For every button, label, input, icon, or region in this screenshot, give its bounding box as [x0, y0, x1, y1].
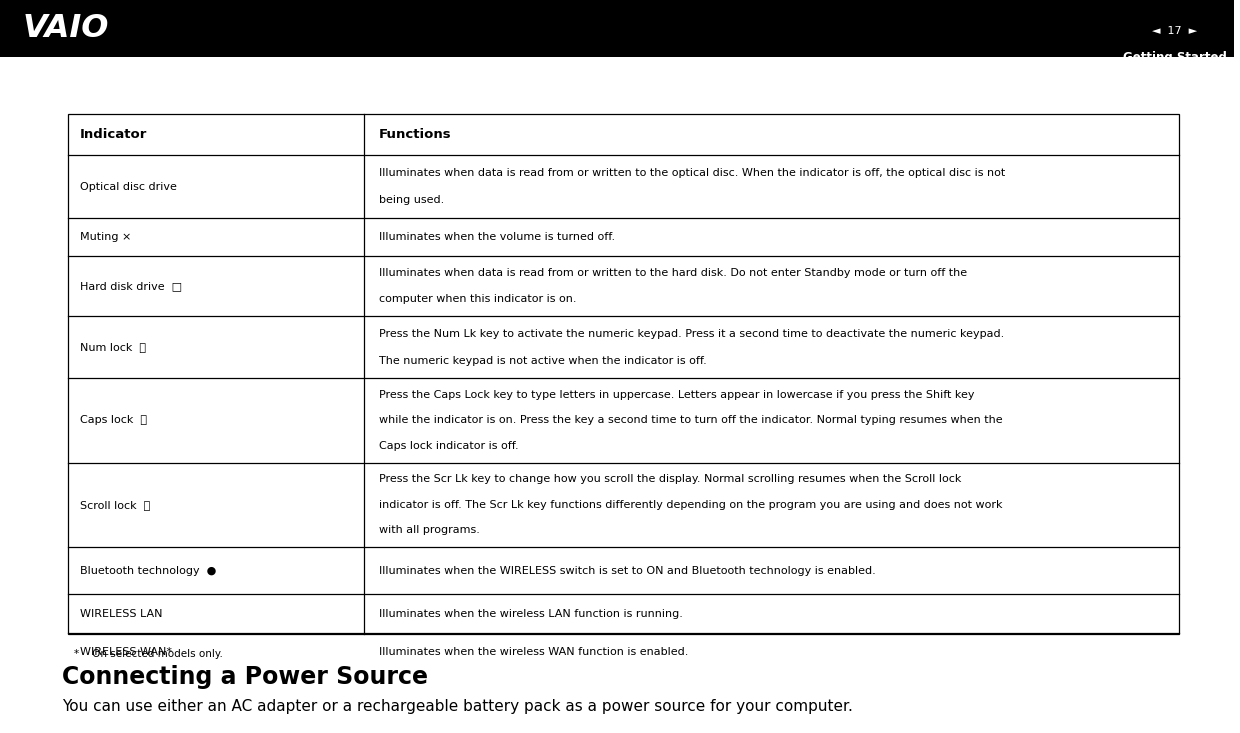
Text: WIRELESS LAN: WIRELESS LAN: [81, 608, 162, 619]
Text: being used.: being used.: [379, 195, 444, 205]
Text: Caps lock  Ⓐ: Caps lock Ⓐ: [81, 416, 148, 425]
Text: computer when this indicator is on.: computer when this indicator is on.: [379, 294, 577, 304]
Text: WIRELESS WAN*: WIRELESS WAN*: [81, 647, 172, 657]
Text: Press the Scr Lk key to change how you scroll the display. Normal scrolling resu: Press the Scr Lk key to change how you s…: [379, 474, 961, 484]
Text: Illuminates when the wireless LAN function is running.: Illuminates when the wireless LAN functi…: [379, 608, 683, 619]
Text: Caps lock indicator is off.: Caps lock indicator is off.: [379, 441, 518, 451]
Text: The numeric keypad is not active when the indicator is off.: The numeric keypad is not active when th…: [379, 356, 707, 366]
Text: You can use either an AC adapter or a rechargeable battery pack as a power sourc: You can use either an AC adapter or a re…: [62, 699, 853, 714]
Text: Illuminates when the WIRELESS switch is set to ON and Bluetooth technology is en: Illuminates when the WIRELESS switch is …: [379, 566, 875, 575]
Text: Hard disk drive  □: Hard disk drive □: [81, 281, 182, 291]
Text: Muting ×: Muting ×: [81, 232, 131, 242]
Text: Optical disc drive: Optical disc drive: [81, 182, 177, 191]
Text: Illuminates when data is read from or written to the hard disk. Do not enter Sta: Illuminates when data is read from or wr…: [379, 268, 967, 278]
Text: Num lock  Ⓖ: Num lock Ⓖ: [81, 342, 146, 352]
Text: Illuminates when the wireless WAN function is enabled.: Illuminates when the wireless WAN functi…: [379, 647, 688, 657]
Text: Illuminates when the volume is turned off.: Illuminates when the volume is turned of…: [379, 232, 615, 242]
Text: ◄  17  ►: ◄ 17 ►: [1152, 26, 1198, 36]
Text: Press the Caps Lock key to type letters in uppercase. Letters appear in lowercas: Press the Caps Lock key to type letters …: [379, 390, 975, 399]
Text: Press the Num Lk key to activate the numeric keypad. Press it a second time to d: Press the Num Lk key to activate the num…: [379, 328, 1004, 339]
Text: while the indicator is on. Press the key a second time to turn off the indicator: while the indicator is on. Press the key…: [379, 416, 1002, 425]
Text: Illuminates when data is read from or written to the optical disc. When the indi: Illuminates when data is read from or wr…: [379, 168, 1006, 178]
FancyBboxPatch shape: [0, 0, 1234, 57]
Text: Getting Started: Getting Started: [1123, 51, 1226, 64]
Text: Functions: Functions: [379, 128, 451, 141]
Text: Scroll lock  Ⓖ: Scroll lock Ⓖ: [81, 500, 150, 509]
Text: Connecting a Power Source: Connecting a Power Source: [62, 665, 428, 689]
Text: VAIO: VAIO: [22, 13, 109, 44]
Text: with all programs.: with all programs.: [379, 526, 480, 535]
Text: Bluetooth technology  ●: Bluetooth technology ●: [81, 566, 217, 575]
Bar: [68, 114, 1179, 634]
Text: *    On selected models only.: * On selected models only.: [74, 649, 223, 659]
Text: Indicator: Indicator: [81, 128, 148, 141]
Text: indicator is off. The Scr Lk key functions differently depending on the program : indicator is off. The Scr Lk key functio…: [379, 500, 1002, 509]
